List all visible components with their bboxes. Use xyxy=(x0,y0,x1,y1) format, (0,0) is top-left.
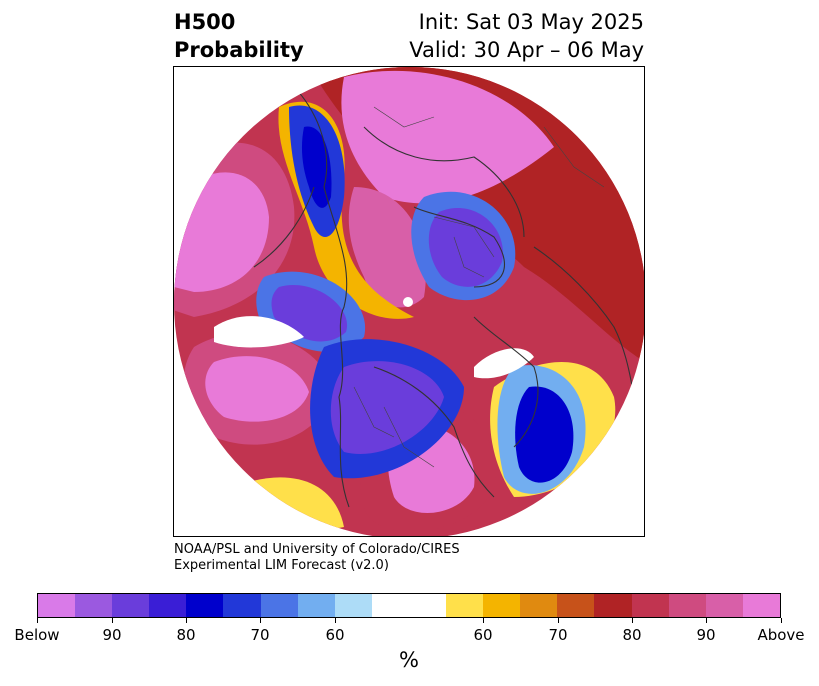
colorbar-cell xyxy=(334,594,372,617)
colorbar-cell xyxy=(446,594,484,617)
below-core-north-america xyxy=(330,361,444,454)
credit-line-1: NOAA/PSL and University of Colorado/CIRE… xyxy=(174,542,460,557)
probability-map xyxy=(173,66,645,537)
valid-period: Valid: 30 Apr – 06 May xyxy=(409,38,644,62)
above-core-southwest xyxy=(205,356,309,422)
coastlines xyxy=(253,86,635,508)
credit-line-2: Experimental LIM Forecast (v2.0) xyxy=(174,558,389,573)
colorbar-tick-label: 80 xyxy=(622,626,642,644)
above-core-siberia xyxy=(348,187,426,308)
colorbar-cell xyxy=(483,594,521,617)
below-core-europe xyxy=(428,208,503,287)
colorbar-tick-mark xyxy=(483,618,484,623)
colorbar-cell xyxy=(705,594,743,617)
neutral-gap-2 xyxy=(474,348,534,379)
below-core-atlantic xyxy=(515,386,574,483)
colorbar-tick-mark xyxy=(186,618,187,623)
country-borders xyxy=(353,106,605,468)
colorbar-cell xyxy=(408,594,447,617)
title-block-right: Init: Sat 03 May 2025 Valid: 30 Apr – 06… xyxy=(409,8,644,64)
colorbar-cell xyxy=(520,594,558,617)
colorbar-tick-label: 90 xyxy=(102,626,122,644)
colorbar-tick-label: 90 xyxy=(696,626,716,644)
colorbar-cell xyxy=(297,594,335,617)
colorbar-cell xyxy=(260,594,298,617)
colorbar-cell xyxy=(75,594,113,617)
probability-colorbar xyxy=(37,593,781,618)
colorbar-cell xyxy=(38,594,76,617)
colorbar-tick-label: Below xyxy=(14,626,60,644)
colorbar-tick-label: 70 xyxy=(250,626,270,644)
colorbar-cell xyxy=(112,594,150,617)
colorbar-cell xyxy=(594,594,632,617)
colorbar-cell xyxy=(186,594,224,617)
colorbar-cell xyxy=(557,594,595,617)
colorbar-tick-label: 70 xyxy=(548,626,568,644)
above-core-arctic xyxy=(341,70,554,204)
polar-map-svg xyxy=(174,67,644,536)
pole-marker xyxy=(403,297,413,307)
colorbar-cell xyxy=(149,594,187,617)
variable-subtitle: Probability xyxy=(174,38,304,62)
variable-title: H500 xyxy=(174,10,236,34)
title-block-left: H500 Probability xyxy=(174,8,304,64)
colorbar-tick-label: 60 xyxy=(325,626,345,644)
colorbar-cell xyxy=(668,594,706,617)
colorbar-tick-mark xyxy=(632,618,633,623)
above-core-west xyxy=(174,172,269,292)
colorbar-tick-label: Above xyxy=(757,626,805,644)
colorbar-tick-mark xyxy=(260,618,261,623)
colorbar-cell xyxy=(371,594,409,617)
neutral-gap-1 xyxy=(214,316,304,348)
colorbar-tick-mark xyxy=(706,618,707,623)
colorbar-tick-mark xyxy=(558,618,559,623)
colorbar-cell xyxy=(742,594,780,617)
colorbar-units: % xyxy=(399,648,419,672)
colorbar-tick-mark xyxy=(112,618,113,623)
init-time: Init: Sat 03 May 2025 xyxy=(418,10,644,34)
colorbar-tick-label: 60 xyxy=(473,626,493,644)
colorbar-cell xyxy=(631,594,669,617)
colorbar-tick-label: 80 xyxy=(176,626,196,644)
colorbar-cell xyxy=(223,594,261,617)
colorbar-tick-mark xyxy=(781,618,782,623)
colorbar-tick-mark xyxy=(37,618,38,623)
credit-text: NOAA/PSL and University of Colorado/CIRE… xyxy=(174,542,460,574)
colorbar-tick-mark xyxy=(335,618,336,623)
